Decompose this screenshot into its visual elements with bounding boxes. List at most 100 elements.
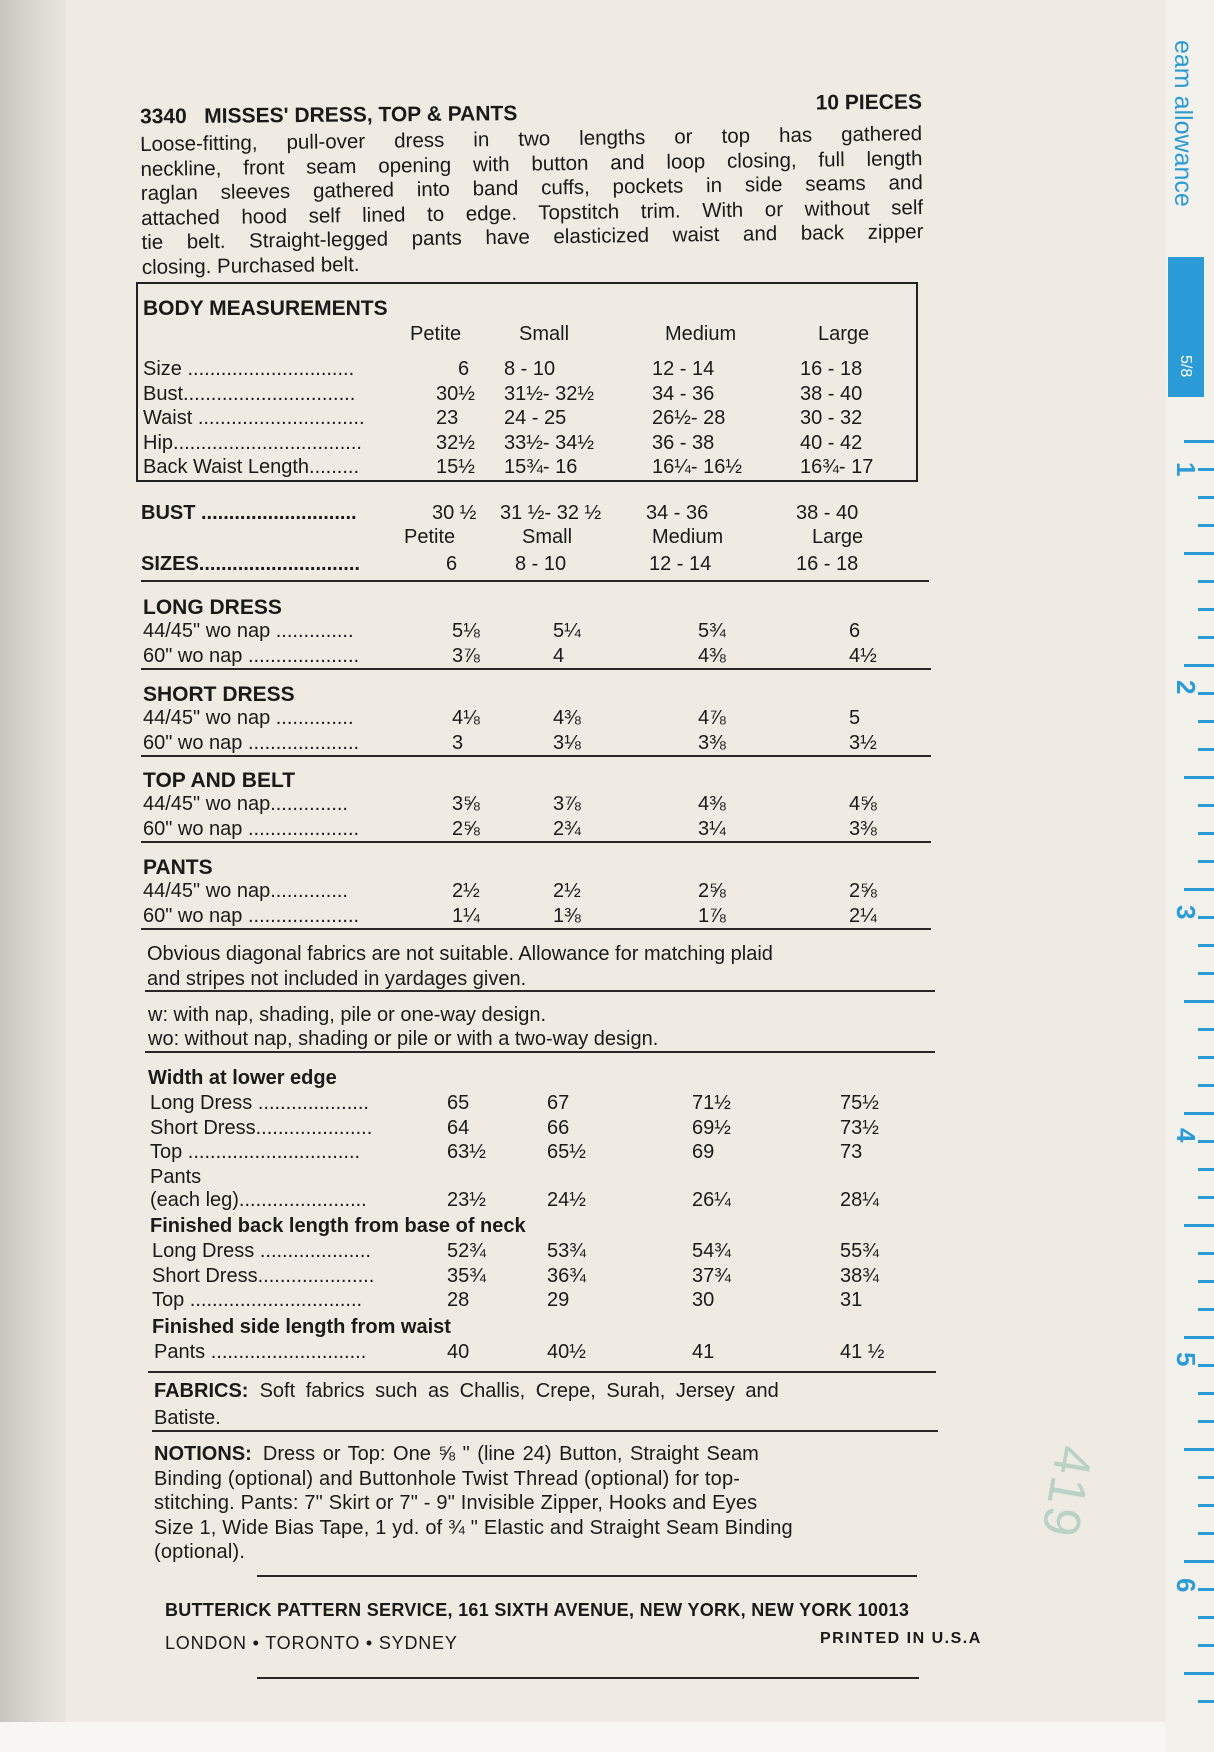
body-measurement-row: Bust............................... 30½ 31… [0,383,1214,408]
row-value: 34 - 36 [646,502,709,524]
yardage-section-title: TOP AND BELT [143,769,296,792]
ruler-fraction: 5/8 [1177,355,1194,378]
row-value: 2½ [452,879,480,902]
ruler-tick [1198,916,1214,919]
ruler-tick [1184,888,1214,891]
row-value: 40½ [547,1340,586,1363]
pattern-name: MISSES' DRESS, TOP & PANTS [204,102,518,128]
notions-text: (optional). [154,1541,246,1563]
row-value: 36 - 38 [652,431,715,454]
fabrics-label: FABRICS: [154,1380,249,1402]
publisher-address: BUTTERICK PATTERN SERVICE, 161 SIXTH AVE… [165,1600,910,1620]
divider-rule [257,1677,919,1679]
ruler-tick [1198,1364,1214,1367]
row-value: 64 [447,1116,470,1139]
row-value: 40 [447,1340,470,1363]
ruler-tick [1198,496,1214,499]
size-group-header: Petite [410,323,462,345]
yardage-row: 60" wo nap .................... 2⅝ 2¾ 3¼ 3⅜ [0,818,1214,843]
row-value: 2¼ [849,904,877,927]
yardage-row: 44/45" wo nap.............. 3⅝ 3⅞ 4⅜ 4⅝ [0,793,1214,818]
row-value: 5 [849,706,861,729]
row-value: 1⅞ [698,904,726,927]
notions-text: Size 1, Wide Bias Tape, 1 yd. of ¾ " Ela… [154,1516,793,1539]
row-value: 4⅞ [698,706,726,729]
row-value: 30½ [436,382,475,405]
row-label: 60" wo nap .................... [143,645,360,667]
ruler-tick [1198,944,1214,947]
finished-row: Top ............................... 28 29 3… [0,1289,1214,1314]
divider-rule [145,990,935,992]
row-value: 4⅜ [698,793,726,815]
notions-text: stitching. Pants: 7" Skirt or 7" - 9" In… [154,1492,758,1514]
ruler-tick [1198,1532,1214,1535]
ruler-tick [1198,1392,1214,1395]
row-value: 16 - 18 [796,553,859,575]
ruler-tick [1184,1448,1214,1451]
ruler-tick [1198,1644,1214,1647]
row-label: Hip.................................. [143,431,362,454]
row-label: Top ............................... [152,1289,363,1311]
row-value: 41 [692,1340,715,1363]
row-value: 4⅜ [553,706,581,729]
row-value: 5¾ [698,620,726,642]
row-label: 44/45" wo nap .............. [143,706,354,729]
body-measurement-row: Hip.................................. 32½… [0,432,1214,457]
ruler-tick [1184,1560,1214,1563]
row-value: 5¼ [553,620,581,642]
sizes-row: SIZES............................. 6 8 - 1… [0,553,1214,578]
row-value: 26½- 28 [652,407,726,429]
finished-row: Pants ............................ 40 40½ 4… [0,1341,1214,1366]
finished-section-title: Width at lower edge [148,1067,337,1089]
row-value: 16 - 18 [800,358,863,380]
row-value: 3¼ [698,818,726,840]
yardage-section-title: PANTS [143,855,213,879]
row-label: Pants [150,1165,202,1188]
ruler-tick [1198,1588,1214,1591]
ruler-tick [1198,1308,1214,1311]
printed-in: PRINTED IN U.S.A [820,1630,982,1647]
row-value: 55¾ [840,1240,879,1262]
row-value: 28 [447,1289,470,1311]
row-value: 15¾- 16 [504,456,578,478]
ruler-tick [1184,1336,1214,1339]
row-value: 4⅝ [849,793,877,815]
row-value: 69 [692,1141,715,1163]
row-label: Bust............................... [143,382,356,405]
row-label: Long Dress .................... [150,1092,369,1114]
ruler-tick [1198,1140,1214,1143]
description: Loose-fitting, pull-over dress in two le… [140,122,924,280]
size-group-header: Large [818,323,870,345]
yardage-section-title: LONG DRESS [143,596,282,619]
fabrics-text: Batiste. [154,1407,221,1429]
row-value: 41 ½ [840,1340,885,1363]
notions-label: NOTIONS: [154,1443,252,1465]
body-measurement-row: Size .............................. 6 8 - … [0,358,1214,383]
finished-section-title: Finished back length from base of neck [150,1215,526,1237]
row-value: 1¼ [452,904,480,927]
row-label: Long Dress .................... [152,1240,371,1262]
row-value: 38 - 40 [800,382,863,405]
size-group-header: Small [522,526,573,548]
row-label: Pants ............................ [154,1340,367,1363]
row-value: 12 - 14 [649,553,712,575]
faded-stamp: 419 [1029,1441,1103,1543]
row-value: 16¼- 16½ [652,456,743,478]
row-value: 53¾ [547,1240,586,1262]
pieces-count: 10 PIECES [815,90,923,115]
row-value: 65 [447,1092,470,1114]
body-measurement-row: Waist .............................. 23 24… [0,407,1214,432]
finished-row: Long Dress .................... 65 67 71½ 75… [0,1092,1214,1117]
row-value: 30 [692,1289,715,1311]
ruler-tick [1198,608,1214,611]
ruler-label: eam allowance [1169,40,1197,207]
fabrics-text: Soft fabrics such as Challis, Crepe, Sur… [259,1380,779,1402]
size-group-header: Large [812,526,864,548]
divider-rule [141,754,931,757]
row-value: 2½ [553,879,581,902]
row-value: 30 - 32 [800,407,863,429]
row-value: 16¾- 17 [800,456,874,478]
body-measurements-box [136,282,918,482]
ruler-tick [1184,552,1214,555]
ruler-number: 2 [1171,680,1201,695]
